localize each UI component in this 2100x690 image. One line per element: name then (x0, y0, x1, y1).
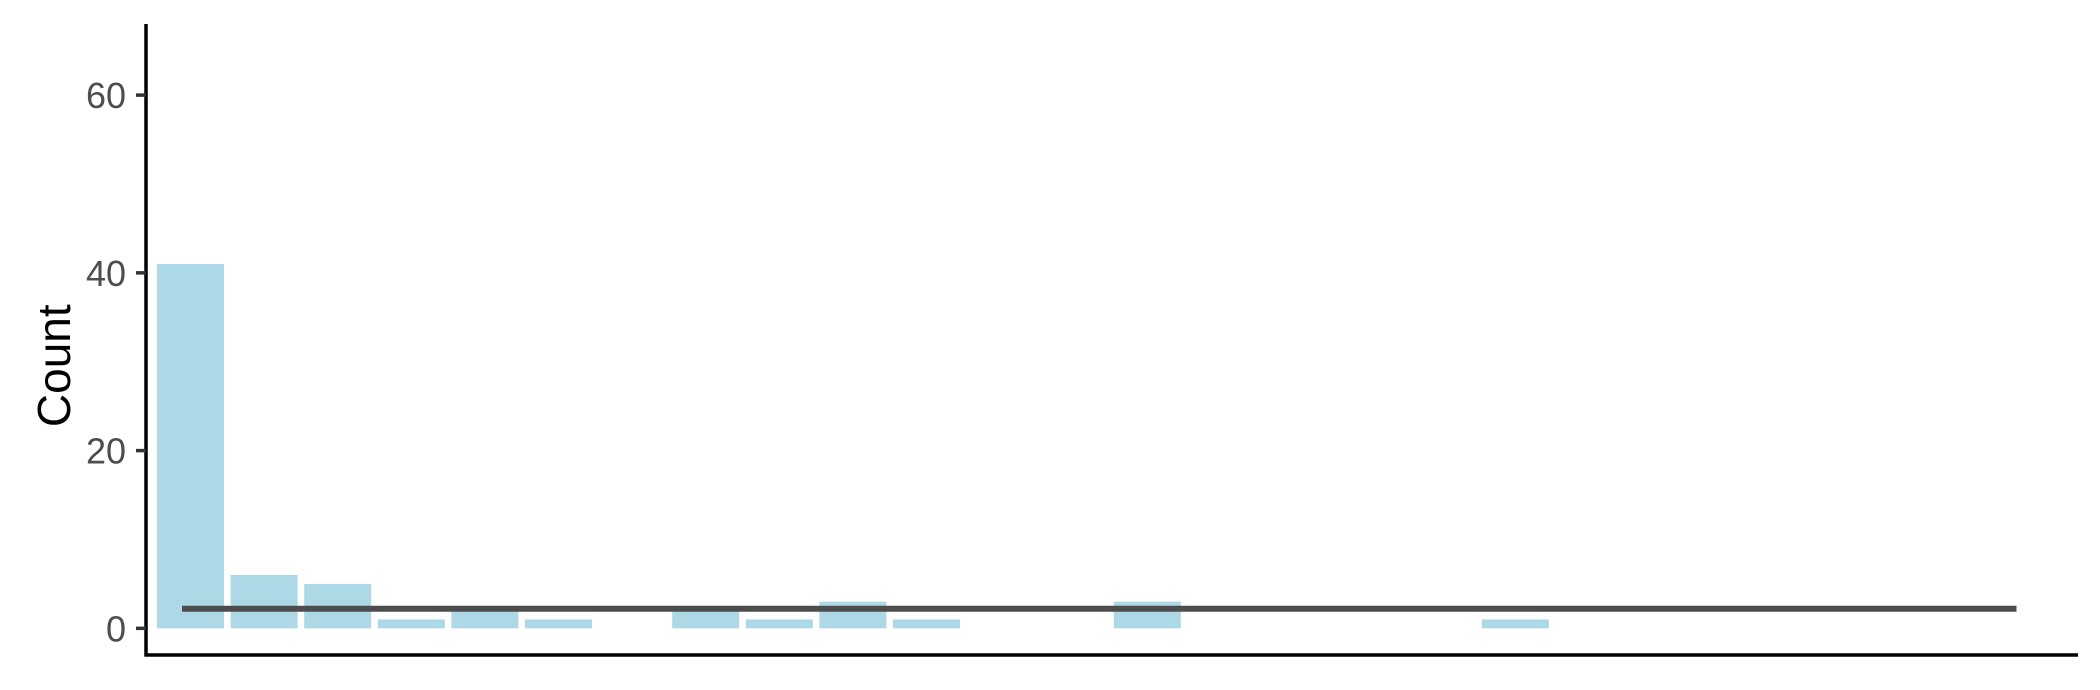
bar (1113, 601, 1181, 629)
bar (525, 619, 592, 629)
bars-group (157, 263, 1549, 629)
y-ticks-group: 0 20 40 60 (86, 75, 146, 649)
bar (672, 610, 740, 629)
y-tick-label: 0 (106, 608, 126, 649)
bar (1481, 619, 1549, 629)
y-tick-label: 40 (86, 253, 126, 294)
bar (451, 610, 519, 629)
y-axis-title: Count (28, 304, 80, 427)
bar (157, 263, 224, 629)
bar (377, 619, 445, 629)
bar (819, 601, 887, 629)
y-tick-label: 20 (86, 431, 126, 472)
bar (893, 619, 960, 629)
bar (230, 575, 298, 629)
bar (745, 619, 813, 629)
y-tick-label: 60 (86, 75, 126, 116)
